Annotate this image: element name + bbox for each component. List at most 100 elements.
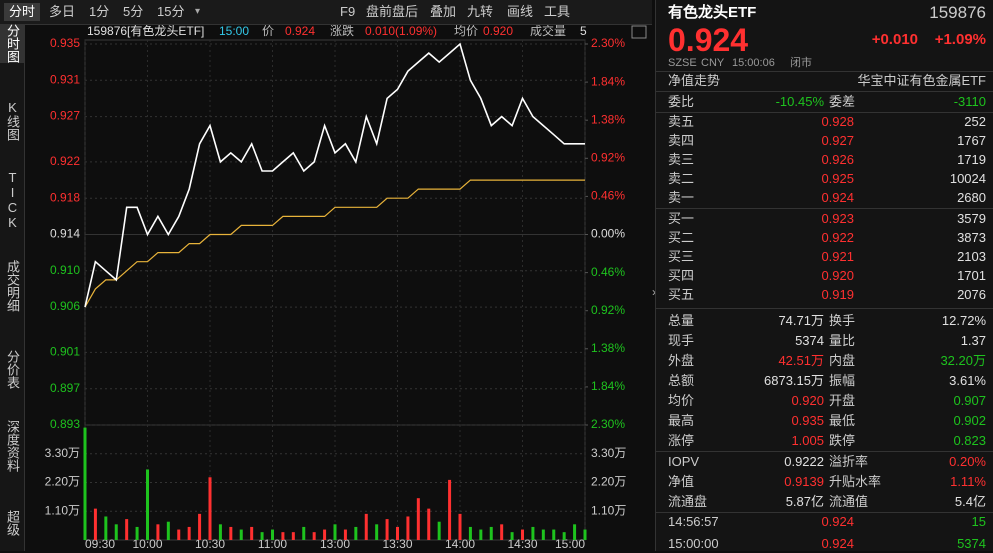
side-tab[interactable]: 深度资料 [5,420,20,472]
book-volume: 1701 [957,268,986,283]
stat-label: 总额 [668,373,695,388]
stat-value: 5.87亿 [785,494,824,509]
volume-bar [343,529,347,540]
volume-bar [229,526,233,540]
volume-tick-label: 2.20万 [45,475,80,489]
stat-label: 换手 [829,313,856,328]
stat-value: 32.20万 [940,353,986,368]
tool-button[interactable]: F9 [340,4,356,19]
collapse-arrow[interactable]: › [652,285,656,299]
y-tick-label: 0.922 [50,154,80,168]
volume-bar [218,524,222,540]
stat-label: 最高 [668,413,695,428]
y-tick-label: 0.910 [50,263,80,277]
book-label: 卖一 [668,190,695,205]
volume-bar [177,529,181,540]
x-tick-label: 11:00 [258,537,287,551]
trade-price: 0.924 [821,514,854,529]
y-tick-label: 0.927 [50,109,80,123]
side-tab[interactable]: 超级 [5,510,20,536]
book-volume: 1719 [957,152,986,167]
info-label: 成交量 [530,23,566,38]
volume-bar [510,532,514,540]
ratio-label: 委比 [668,94,695,109]
volume-tick-label: 3.30万 [45,446,80,460]
y-tick-label: 0.914 [50,227,80,241]
y2-tick-label: 1.84% [591,379,625,393]
period-tab[interactable]: 15分 [157,4,185,19]
y2-tick-label: 0.46% [591,189,625,203]
tool-button[interactable]: 叠加 [430,4,457,19]
quote-meta: 15:00:06 [732,57,775,69]
sidebar: 分时图 K线图 TICK 成交明细分价表深度资料超级 [0,24,25,551]
tool-button[interactable]: 盘前盘后 [366,4,419,19]
quote-meta: 闭市 [790,57,812,69]
chart: 159876[有色龙头ETF] 15:00 价 0.924 涨跌 0.010(1.09… [45,23,647,551]
stat-label: 振幅 [829,373,856,388]
y-tick-label: 0.918 [50,190,80,204]
y2-tick-label: 0.46% [591,265,625,279]
x-tick-label: 15:00 [555,537,585,551]
nav-tab[interactable]: 净值走势 [668,73,721,88]
change-pct: +1.09% [934,31,986,48]
period-tab[interactable]: 分时 [4,3,41,21]
volume-bar [406,516,410,540]
stat-value: 6873.15万 [764,373,824,388]
quote-meta: CNY [701,57,725,69]
stat-label: 总量 [668,313,695,328]
stat-label: 跌停 [829,433,856,448]
stat-value: 1.37 [960,333,986,348]
tool-button[interactable]: 九转 [467,4,494,19]
stat-value: 5.4亿 [954,494,986,509]
book-label: 买二 [668,230,695,245]
period-tab[interactable]: 5分 [123,4,144,19]
period-tab[interactable]: 多日 [49,4,76,19]
info-label: 涨跌 [330,23,354,38]
y-tick-label: 0.906 [50,299,80,313]
price-line [84,179,585,308]
volume-bar [354,526,358,540]
info-value: 0.920 [483,24,513,38]
volume-bar [239,529,243,540]
volume-bar [125,519,129,540]
trade-volume: 15 [971,514,986,529]
info-label: 价 [262,24,274,38]
volume-bar [552,529,556,540]
side-tab[interactable]: K线图 [5,100,20,141]
volume-bar [521,529,524,540]
side-tab[interactable]: 成交明细 [5,260,20,312]
tool-button[interactable]: 工具 [544,4,571,19]
x-tick-label: 09:30 [85,537,115,551]
stat-value: 0.9222 [784,454,824,469]
separator [656,91,993,92]
book-label: 买五 [668,287,695,302]
volume-bar [468,526,472,540]
separator [656,451,993,452]
x-tick-label: 14:00 [445,537,475,551]
separator [656,208,993,209]
stat-label: 开盘 [829,393,856,408]
volume-tick-label-right: 3.30万 [591,446,626,460]
diff-value: -3110 [953,94,986,109]
tool-button[interactable]: 画线 [507,4,534,19]
volume-bar [114,524,118,540]
stat-value: 12.72% [941,313,986,328]
period-tab[interactable]: 1分 [89,4,110,19]
volume-bar [458,513,462,540]
stat-value: 1.11% [950,474,986,489]
volume-tick-label: 1.10万 [45,503,80,517]
side-tab[interactable]: 分价表 [5,350,20,389]
volume-bar [93,508,97,540]
volume-bar [333,524,337,540]
volume-bar [156,524,160,540]
stat-value: 1.005 [791,433,824,448]
volume-bar [271,529,274,540]
y-tick-label: 0.935 [50,36,80,50]
volume-bar [260,532,264,540]
trade-volume: 5374 [957,536,986,551]
volume-bar [83,427,87,540]
side-tab[interactable]: TICK [5,170,20,230]
volume-bar [208,477,212,540]
dropdown-arrow[interactable]: ▾ [195,6,201,17]
side-tab[interactable]: 分时图 [0,24,24,63]
